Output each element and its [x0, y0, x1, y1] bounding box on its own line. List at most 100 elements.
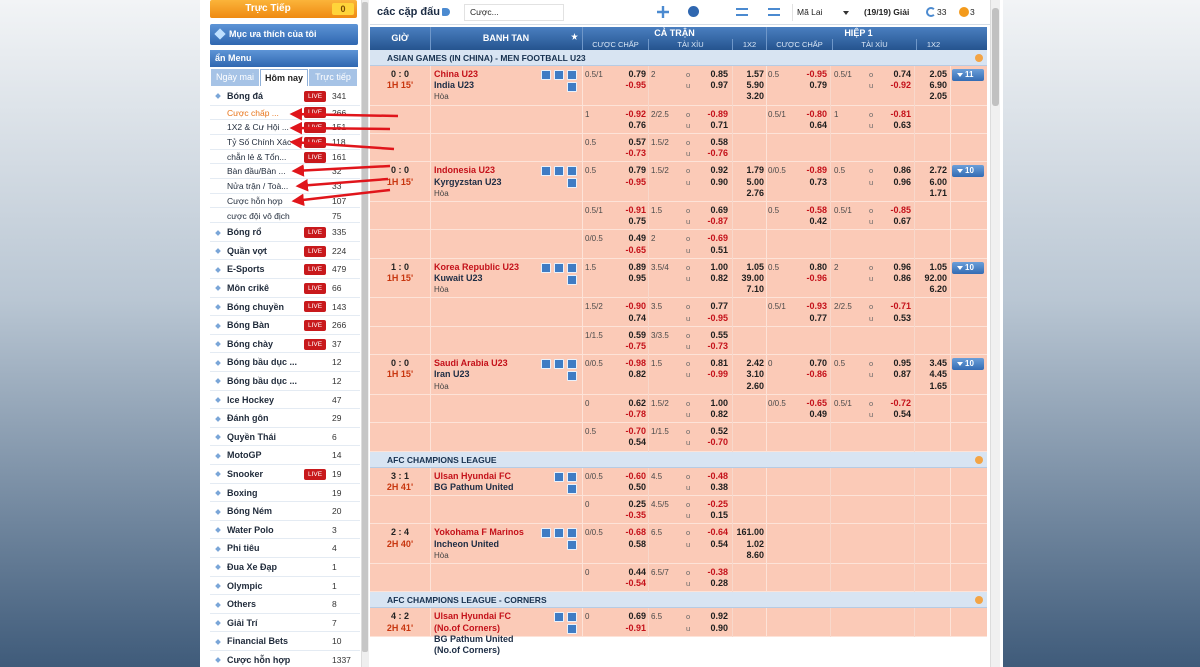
odds[interactable]: 0.87: [893, 369, 911, 380]
odds[interactable]: 2.72: [929, 165, 947, 176]
submenu-item[interactable]: Nửa trận / Toà...: [227, 181, 289, 192]
match-icon[interactable]: [567, 274, 577, 285]
odds[interactable]: 0.63: [893, 119, 911, 130]
odds[interactable]: -0.92: [890, 80, 911, 91]
match-icon[interactable]: [567, 82, 577, 92]
match-icon[interactable]: [567, 371, 577, 382]
odds[interactable]: -0.78: [625, 409, 646, 419]
match-icon[interactable]: [567, 70, 577, 80]
odds[interactable]: 3.10: [746, 369, 764, 380]
away-team[interactable]: BG Pathum United (No.of Corners): [434, 633, 514, 655]
match-icon[interactable]: [541, 166, 551, 177]
menu-item[interactable]: Snooker: [227, 469, 264, 479]
submenu-item[interactable]: 1X2 & Cư Hội ...: [227, 122, 289, 133]
match-icon[interactable]: [554, 471, 564, 482]
odds[interactable]: -0.75: [625, 341, 646, 351]
away-team[interactable]: India U23: [434, 80, 475, 91]
odds[interactable]: 0.15: [710, 510, 728, 521]
odds[interactable]: 0.38: [710, 481, 728, 492]
odds[interactable]: 0.82: [710, 273, 728, 283]
odds[interactable]: 1.05: [929, 261, 947, 272]
menu-item[interactable]: Bóng bầu dục ...: [227, 357, 297, 368]
odds[interactable]: -0.58: [806, 205, 827, 215]
odds[interactable]: 0.49: [809, 409, 827, 419]
menu-item[interactable]: Others: [227, 599, 257, 610]
home-team[interactable]: Korea Republic U23: [434, 261, 520, 272]
menu-item[interactable]: Boxing: [227, 487, 258, 498]
odds[interactable]: -0.92: [625, 108, 646, 119]
odds[interactable]: 0.96: [893, 176, 911, 187]
odds[interactable]: 0.92: [710, 611, 728, 622]
menu-item[interactable]: Bóng đá: [227, 91, 263, 101]
home-team[interactable]: Ulsan Hyundai FC: [434, 470, 512, 481]
menu-tab[interactable]: Trực tiếp: [309, 69, 357, 86]
match-icon[interactable]: [554, 70, 564, 80]
odds[interactable]: -0.91: [625, 205, 646, 215]
odds[interactable]: 0.85: [710, 69, 728, 79]
match-icon[interactable]: [567, 262, 577, 273]
menu-item[interactable]: Bóng Bàn: [227, 320, 270, 331]
odds[interactable]: 6.90: [929, 80, 947, 91]
odds[interactable]: 0.77: [809, 312, 827, 323]
odds[interactable]: -0.80: [806, 108, 827, 119]
match-icon[interactable]: [567, 359, 577, 370]
home-team[interactable]: Ulsan Hyundai FC (No.of Corners): [434, 611, 512, 633]
match-icon[interactable]: [567, 624, 577, 635]
odds[interactable]: 0.86: [893, 273, 911, 283]
odds[interactable]: 2.76: [746, 187, 764, 198]
away-team[interactable]: Kyrgyzstan U23: [434, 176, 502, 187]
odds[interactable]: 0.86: [893, 165, 911, 176]
match-icon[interactable]: [554, 528, 564, 539]
odds[interactable]: -0.98: [625, 358, 646, 369]
more-bets-button[interactable]: [952, 165, 984, 178]
odds[interactable]: 4.45: [929, 369, 947, 380]
live-button[interactable]: [210, 0, 357, 18]
odds[interactable]: 5.00: [746, 176, 764, 187]
match-icon[interactable]: [541, 70, 551, 80]
odds[interactable]: 3.45: [929, 358, 947, 369]
odds[interactable]: -0.91: [625, 622, 646, 633]
odds[interactable]: -0.60: [625, 470, 646, 481]
odds[interactable]: 0.79: [628, 69, 646, 79]
odds[interactable]: 1.05: [746, 261, 764, 272]
away-team[interactable]: Iran U23: [434, 369, 470, 380]
odds[interactable]: 0.59: [628, 329, 646, 340]
odds[interactable]: 3.20: [746, 91, 764, 102]
odds[interactable]: 0.95: [893, 358, 911, 369]
odds[interactable]: 39.00: [741, 273, 764, 283]
odds[interactable]: 5.90: [746, 80, 764, 91]
odds[interactable]: 1.71: [929, 187, 947, 198]
odds[interactable]: 0.75: [628, 216, 646, 227]
away-team[interactable]: Incheon United: [434, 538, 499, 549]
odds[interactable]: 0.71: [710, 119, 728, 130]
odds[interactable]: 0.97: [710, 80, 728, 91]
odds[interactable]: -0.90: [625, 301, 646, 312]
match-icon[interactable]: [554, 612, 564, 623]
odds[interactable]: -0.95: [707, 312, 728, 323]
odds[interactable]: -0.73: [707, 341, 728, 351]
menu-item[interactable]: Giải Trí: [227, 617, 258, 628]
odds[interactable]: 0.96: [893, 261, 911, 272]
odds[interactable]: 0.79: [809, 80, 827, 91]
match-icon[interactable]: [554, 262, 564, 273]
odds[interactable]: 0.74: [893, 69, 911, 79]
odds[interactable]: 7.10: [746, 284, 764, 295]
odds[interactable]: -0.93: [806, 301, 827, 312]
odds[interactable]: 1.79: [746, 165, 764, 176]
match-icon[interactable]: [567, 166, 577, 177]
submenu-item[interactable]: cược đội vô địch: [227, 210, 290, 221]
menu-item[interactable]: Cược hỗn hợp: [227, 655, 291, 665]
odds[interactable]: -0.86: [806, 369, 827, 380]
match-icon[interactable]: [541, 262, 551, 273]
menu-item[interactable]: Quyền Thái: [227, 431, 277, 442]
menu-item[interactable]: Financial Bets: [227, 636, 289, 647]
odds[interactable]: -0.70: [625, 426, 646, 437]
menu-item[interactable]: Olympic: [227, 580, 263, 591]
menu-item[interactable]: Đánh gôn: [227, 413, 269, 424]
odds[interactable]: 6.20: [929, 284, 947, 295]
odds[interactable]: 1.57: [746, 69, 764, 79]
odds[interactable]: 92.00: [924, 273, 947, 283]
odds[interactable]: -0.69: [707, 233, 728, 244]
odds[interactable]: 0.57: [628, 137, 646, 147]
odds[interactable]: 0.58: [628, 538, 646, 549]
